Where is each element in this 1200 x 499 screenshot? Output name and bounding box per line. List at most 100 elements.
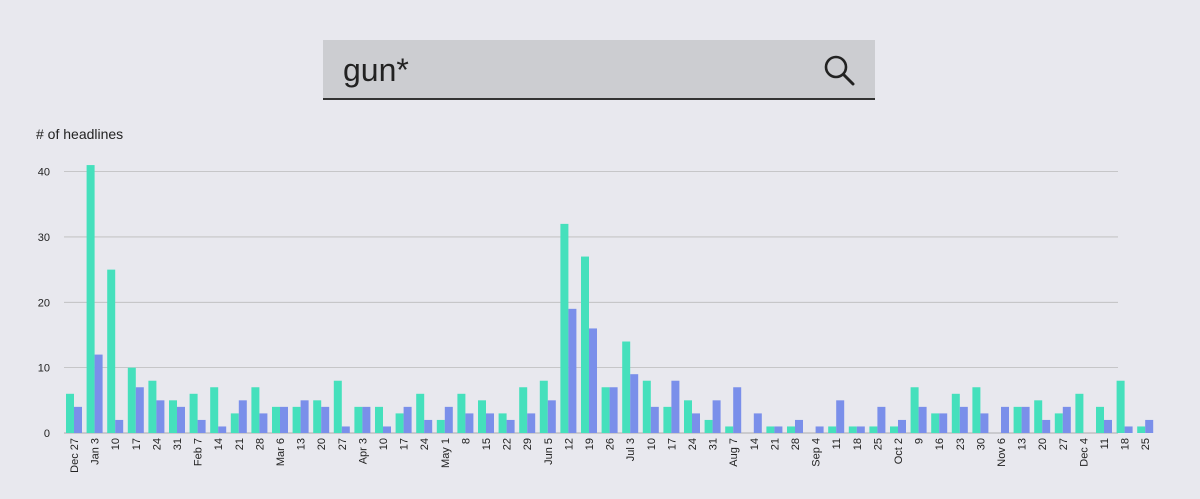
bar-series-2[interactable] (692, 413, 700, 433)
bar-series-1[interactable] (890, 426, 898, 433)
bar-series-1[interactable] (230, 413, 239, 433)
bar-series-2[interactable] (218, 426, 227, 433)
bar-series-2[interactable] (959, 406, 968, 433)
bar-series-2[interactable] (1124, 426, 1133, 433)
bar-series-2[interactable] (444, 406, 453, 433)
bar-series-2[interactable] (259, 413, 268, 433)
bar-series-1[interactable] (1034, 400, 1043, 433)
bar-series-1[interactable] (869, 426, 878, 433)
bar-series-2[interactable] (403, 406, 412, 433)
bar-series-1[interactable] (107, 269, 116, 433)
bar-series-1[interactable] (86, 165, 95, 433)
bar-series-1[interactable] (189, 393, 198, 433)
bar-series-2[interactable] (156, 400, 165, 433)
bar-series-1[interactable] (601, 387, 610, 433)
bar-series-2[interactable] (547, 400, 556, 433)
bar-series-1[interactable] (313, 400, 322, 433)
bar-series-1[interactable] (560, 223, 569, 433)
bar-series-1[interactable] (354, 406, 363, 433)
bar-series-2[interactable] (980, 413, 989, 433)
bar-series-2[interactable] (671, 380, 680, 433)
bar-series-2[interactable] (836, 400, 845, 433)
bar-series-1[interactable] (1013, 406, 1022, 433)
bar-series-2[interactable] (280, 406, 288, 433)
bar-series-2[interactable] (527, 413, 536, 433)
bar-series-2[interactable] (383, 426, 391, 433)
search-input[interactable] (343, 52, 813, 88)
bar-series-2[interactable] (650, 406, 659, 433)
bar-series-2[interactable] (321, 406, 330, 433)
bar-series-2[interactable] (177, 406, 185, 433)
bar-series-2[interactable] (135, 387, 144, 433)
bar-series-2[interactable] (898, 419, 906, 433)
bar-series-1[interactable] (539, 380, 548, 433)
bar-series-2[interactable] (815, 426, 824, 433)
bar-series-2[interactable] (774, 426, 783, 433)
bar-series-1[interactable] (972, 387, 981, 433)
bar-series-2[interactable] (795, 419, 803, 433)
bar-series-2[interactable] (609, 387, 618, 433)
bar-series-2[interactable] (939, 413, 948, 433)
bar-series-1[interactable] (848, 426, 857, 433)
bar-series-2[interactable] (486, 413, 494, 433)
bar-series-2[interactable] (94, 354, 103, 433)
bar-series-2[interactable] (238, 400, 247, 433)
bar-series-1[interactable] (1137, 426, 1146, 433)
bar-series-1[interactable] (127, 367, 136, 433)
bar-series-1[interactable] (725, 426, 734, 433)
bar-series-2[interactable] (506, 419, 515, 433)
bar-series-1[interactable] (663, 406, 672, 433)
bar-series-2[interactable] (424, 419, 433, 433)
bar-series-1[interactable] (1096, 406, 1104, 433)
bar-series-1[interactable] (910, 387, 919, 433)
bar-series-2[interactable] (856, 426, 865, 433)
bar-series-2[interactable] (733, 387, 742, 433)
bar-series-2[interactable] (1042, 419, 1051, 433)
bar-series-2[interactable] (1104, 419, 1112, 433)
search-icon[interactable] (823, 54, 855, 86)
bar-series-2[interactable] (877, 406, 886, 433)
bar-series-2[interactable] (1001, 406, 1009, 433)
bar-series-2[interactable] (712, 400, 721, 433)
bar-series-1[interactable] (519, 387, 528, 433)
bar-series-1[interactable] (210, 387, 219, 433)
bar-series-1[interactable] (931, 413, 940, 433)
bar-series-2[interactable] (568, 308, 577, 433)
bar-series-2[interactable] (341, 426, 350, 433)
bar-series-2[interactable] (630, 374, 639, 433)
bar-series-2[interactable] (589, 328, 597, 433)
bar-series-1[interactable] (642, 380, 651, 433)
bar-series-1[interactable] (704, 419, 713, 433)
bar-series-2[interactable] (74, 406, 82, 433)
bar-series-2[interactable] (1021, 406, 1030, 433)
bar-series-1[interactable] (581, 256, 589, 433)
bar-series-2[interactable] (115, 419, 124, 433)
bar-series-2[interactable] (1145, 419, 1154, 433)
bar-series-1[interactable] (66, 393, 74, 433)
bar-series-1[interactable] (169, 400, 177, 433)
bar-series-2[interactable] (300, 400, 309, 433)
bar-series-1[interactable] (292, 406, 301, 433)
bar-series-2[interactable] (753, 413, 762, 433)
bar-series-1[interactable] (375, 406, 383, 433)
bar-series-1[interactable] (436, 419, 445, 433)
bar-series-1[interactable] (828, 426, 837, 433)
bar-series-1[interactable] (1075, 393, 1084, 433)
bar-series-1[interactable] (333, 380, 342, 433)
bar-series-1[interactable] (148, 380, 157, 433)
bar-series-1[interactable] (498, 413, 507, 433)
bar-series-1[interactable] (787, 426, 795, 433)
bar-series-2[interactable] (465, 413, 474, 433)
bar-series-1[interactable] (416, 393, 425, 433)
search-bar[interactable] (323, 40, 875, 100)
bar-series-1[interactable] (395, 413, 404, 433)
bar-series-1[interactable] (251, 387, 260, 433)
bar-series-2[interactable] (362, 406, 371, 433)
bar-series-1[interactable] (478, 400, 486, 433)
bar-series-1[interactable] (622, 341, 631, 433)
bar-series-1[interactable] (1116, 380, 1125, 433)
bar-series-1[interactable] (457, 393, 466, 433)
bar-series-1[interactable] (684, 400, 692, 433)
bar-series-1[interactable] (951, 393, 960, 433)
bar-series-1[interactable] (766, 426, 775, 433)
